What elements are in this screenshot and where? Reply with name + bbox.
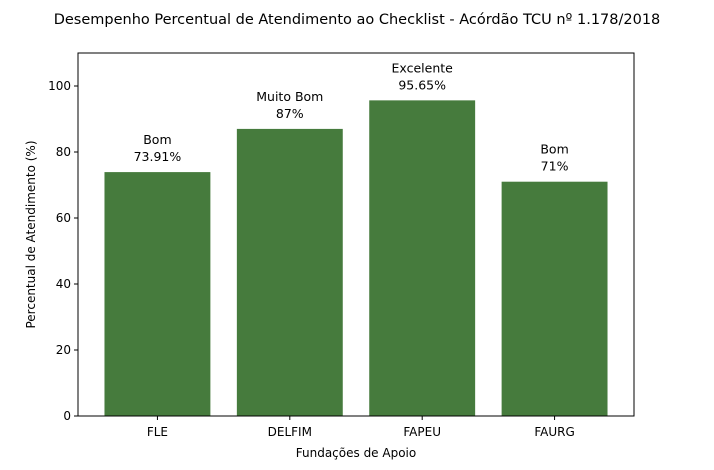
x-tick-label: FAPEU xyxy=(403,425,441,439)
y-tick-label: 0 xyxy=(63,409,71,423)
y-tick-label: 20 xyxy=(56,343,71,357)
bar-fle xyxy=(104,172,211,416)
bar-rating-label: Bom xyxy=(143,132,171,147)
bar-value-label: 73.91% xyxy=(134,149,182,164)
y-tick-label: 100 xyxy=(48,79,71,93)
bar-faurg xyxy=(501,181,608,416)
x-tick-label: FLE xyxy=(147,425,168,439)
y-tick-label: 80 xyxy=(56,145,71,159)
y-axis-ticks: 0 20 40 60 80 100 xyxy=(48,79,78,423)
bars-group xyxy=(104,100,608,416)
bar-rating-label: Excelente xyxy=(392,60,454,75)
bar-value-label: 87% xyxy=(276,106,304,121)
y-tick-label: 40 xyxy=(56,277,71,291)
x-tick-label: DELFIM xyxy=(268,425,312,439)
y-tick-label: 60 xyxy=(56,211,71,225)
bar-value-label: 95.65% xyxy=(398,77,446,92)
bar-rating-label: Bom xyxy=(540,142,568,157)
y-axis-label: Percentual de Atendimento (%) xyxy=(24,140,38,328)
bar-labels-group: Bom 73.91% Muito Bom 87% Excelente 95.65% Bom 7… xyxy=(134,60,569,173)
bar-fapeu xyxy=(369,100,476,416)
chart-title: Desempenho Percentual de Atendimento ao … xyxy=(54,12,661,28)
x-axis-label: Fundações de Apoio xyxy=(296,446,416,460)
x-axis-ticks: FLE DELFIM FAPEU FAURG xyxy=(147,416,575,439)
bar-rating-label: Muito Bom xyxy=(256,89,323,104)
bar-value-label: 71% xyxy=(541,159,569,174)
bar-delfim xyxy=(236,128,343,416)
plot-frame xyxy=(77,52,635,417)
x-tick-label: FAURG xyxy=(534,425,574,439)
